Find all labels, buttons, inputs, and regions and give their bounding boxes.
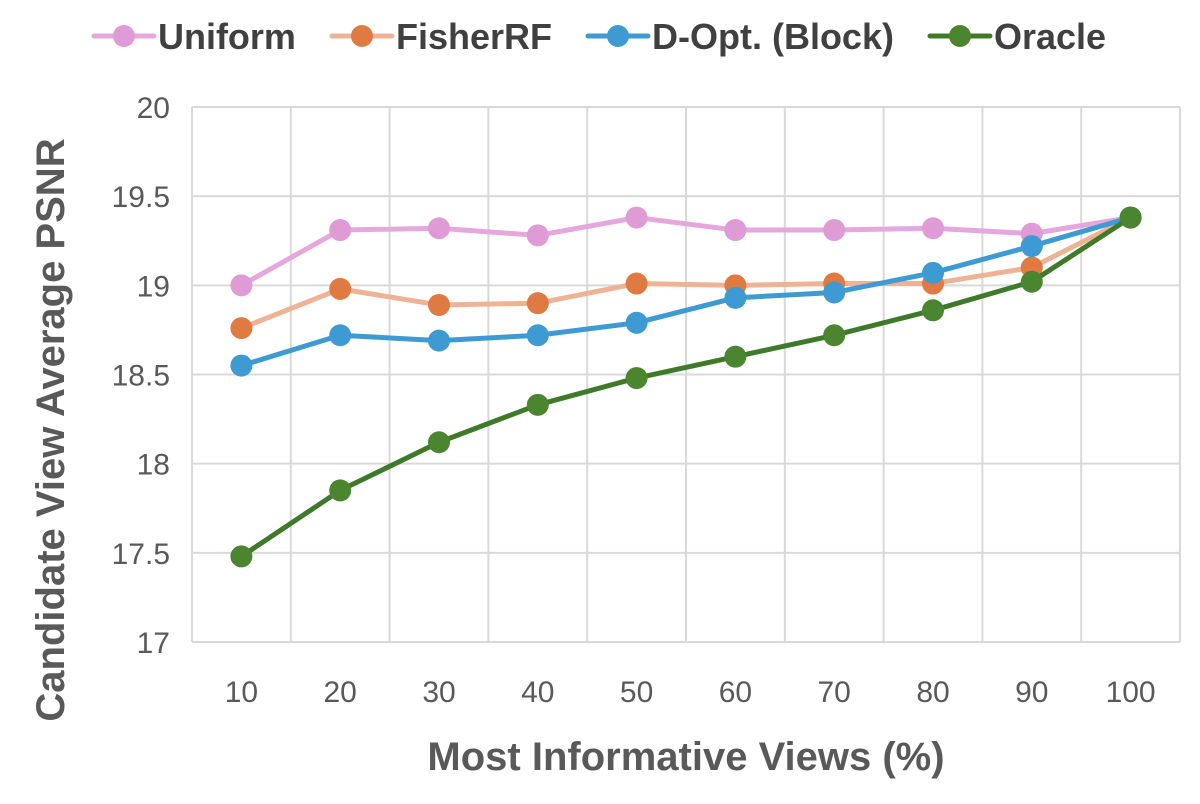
x-tick-label: 10 [225,676,258,709]
legend-item-uniform: Uniform [91,16,296,57]
data-point-uniform [428,217,450,240]
data-point-uniform [823,219,846,242]
x-tick-label: 20 [324,676,357,709]
data-point-oracle [922,299,944,322]
x-tick-label: 80 [916,676,949,709]
y-axis-ticks: 17 17.5 18 18.5 19 19.5 20 [112,92,170,660]
data-point-uniform [724,219,747,242]
series-line-oracle [238,215,1134,559]
x-tick-label: 100 [1106,676,1156,709]
y-tick-label: 17 [137,627,170,660]
x-axis-ticks: 10 20 30 40 50 60 70 80 90 100 [225,676,1156,709]
y-tick-label: 18 [137,449,170,482]
data-point-oracle [526,393,549,416]
data-point-d-opt-block [724,286,747,309]
x-tick-label: 50 [620,676,653,709]
legend: Uniform FisherRF D-Opt. (Block) Oracle [91,16,1106,57]
data-point-uniform [526,224,549,247]
data-point-oracle [428,431,450,454]
data-point-fisherrf [230,317,253,340]
x-tick-label: 40 [521,676,554,709]
legend-marker-oracle [948,25,971,47]
legend-marker-fisherrf [350,25,373,47]
data-point-uniform [329,219,352,242]
data-point-d-opt-block [823,281,846,304]
data-point-d-opt-block [625,311,648,334]
y-tick-label: 18.5 [112,360,170,393]
legend-label-d-opt-block: D-Opt. (Block) [652,16,894,57]
data-point-fisherrf [526,292,549,315]
legend-label-uniform: Uniform [158,16,296,57]
y-axis-title: Candidate View Average PSNR [29,138,73,721]
data-point-oracle [823,324,846,347]
data-point-d-opt-block [329,324,352,347]
y-tick-label: 19.5 [112,181,170,214]
data-point-d-opt-block [526,324,549,347]
x-tick-label: 70 [818,676,851,709]
series-layer [230,206,1142,568]
x-axis-title: Most Informative Views (%) [427,735,944,779]
legend-marker-d-opt-block [606,25,629,47]
data-point-oracle [230,545,253,568]
x-tick-label: 60 [719,676,752,709]
data-point-d-opt-block [230,354,253,377]
data-point-uniform [230,274,253,297]
grid [191,106,1181,643]
series-line-d-opt-block [238,215,1134,369]
y-tick-label: 20 [137,92,170,125]
series-oracle [230,206,1142,568]
data-point-d-opt-block [428,329,450,352]
data-point-fisherrf [329,277,352,300]
legend-label-oracle: Oracle [994,16,1106,57]
data-point-oracle [724,345,747,368]
data-point-oracle [329,479,352,502]
data-point-uniform [922,217,944,240]
series-line-fisherrf [238,215,1134,331]
legend-item-d-opt-block: D-Opt. (Block) [585,16,894,57]
data-point-d-opt-block [1020,235,1043,258]
data-point-fisherrf [428,293,450,316]
data-point-oracle [1020,270,1043,293]
legend-marker-uniform [112,25,135,47]
legend-label-fisherrf: FisherRF [396,16,552,57]
data-point-oracle [625,367,648,390]
data-point-uniform [625,206,648,229]
legend-item-fisherrf: FisherRF [329,16,552,57]
x-tick-label: 90 [1015,676,1048,709]
series-line-uniform [238,215,1134,288]
x-tick-label: 30 [422,676,455,709]
legend-item-oracle: Oracle [927,16,1106,57]
data-point-oracle [1119,206,1142,229]
data-point-fisherrf [625,272,648,295]
data-point-d-opt-block [922,261,944,284]
y-tick-label: 19 [137,270,170,303]
y-tick-label: 17.5 [112,538,170,571]
